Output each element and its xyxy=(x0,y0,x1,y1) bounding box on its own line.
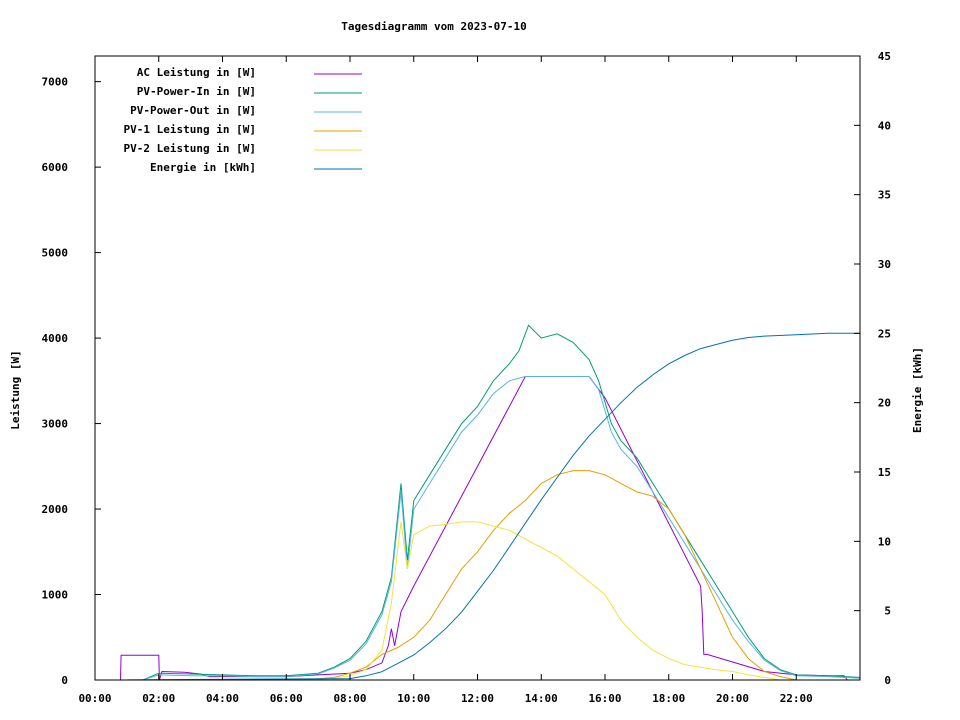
y2-tick-label: 40 xyxy=(878,119,891,132)
series-line-5 xyxy=(94,332,860,681)
y2-tick-label: 10 xyxy=(878,535,891,548)
x-tick-label: 16:00 xyxy=(588,692,621,705)
y-tick-label: 5000 xyxy=(42,247,69,260)
y2-tick-label: 35 xyxy=(878,189,891,202)
y2-tick-label: 45 xyxy=(878,50,891,63)
series-line-0 xyxy=(95,376,848,681)
series-line-2 xyxy=(95,376,861,681)
legend-entry-label: PV-Power-Out in [W] xyxy=(130,104,256,117)
x-tick-label: 18:00 xyxy=(652,692,685,705)
y-tick-label: 2000 xyxy=(42,503,69,516)
x-tick-label: 12:00 xyxy=(461,692,494,705)
x-tick-label: 02:00 xyxy=(142,692,175,705)
y-axis-label: Leistung [W] xyxy=(9,350,22,429)
axes: 00:00 02:00 04:00 06:00 08:00 10:00 12:00 14:00… xyxy=(42,50,892,705)
y-tick-label: 6000 xyxy=(42,161,69,174)
y2-tick-label: 0 xyxy=(884,674,891,687)
y2-tick-label: 20 xyxy=(878,397,891,410)
legend-entry-label: PV-1 Leistung in [W] xyxy=(124,123,256,136)
legend-entry-label: Energie in [kWh] xyxy=(150,161,256,174)
x-tick-label: 00:00 xyxy=(78,692,111,705)
y-tick-label: 1000 xyxy=(42,589,69,602)
x-tick-label: 04:00 xyxy=(206,692,239,705)
legend-entry-label: PV-Power-In in [W] xyxy=(137,85,256,98)
y2-tick-label: 15 xyxy=(878,466,891,479)
series-line-3 xyxy=(95,470,860,681)
x-tick-label: 06:00 xyxy=(270,692,303,705)
y2-tick-label: 25 xyxy=(878,327,891,340)
x-tick-label: 20:00 xyxy=(716,692,749,705)
plot-area xyxy=(94,324,861,681)
y2-axis-label: Energie [kWh] xyxy=(911,347,924,433)
y-tick-label: 0 xyxy=(61,674,68,687)
y-tick-label: 3000 xyxy=(42,418,69,431)
legend-entry-label: PV-2 Leistung in [W] xyxy=(124,142,256,155)
x-tick-label: 08:00 xyxy=(333,692,366,705)
y2-tick-label: 5 xyxy=(884,605,891,618)
y2-tick-label: 30 xyxy=(878,258,891,271)
legend-entry-label: AC Leistung in [W] xyxy=(137,66,256,79)
series-line-4 xyxy=(95,521,860,681)
y-tick-label: 7000 xyxy=(42,76,69,89)
x-tick-label: 22:00 xyxy=(780,692,813,705)
x-tick-label: 14:00 xyxy=(525,692,558,705)
x-tick-label: 10:00 xyxy=(397,692,430,705)
series-line-1 xyxy=(95,324,861,681)
y-tick-label: 4000 xyxy=(42,332,69,345)
legend: AC Leistung in [W] PV-Power-In in [W] PV-P… xyxy=(124,66,362,174)
chart-title: Tagesdiagramm vom 2023-07-10 xyxy=(341,20,526,33)
